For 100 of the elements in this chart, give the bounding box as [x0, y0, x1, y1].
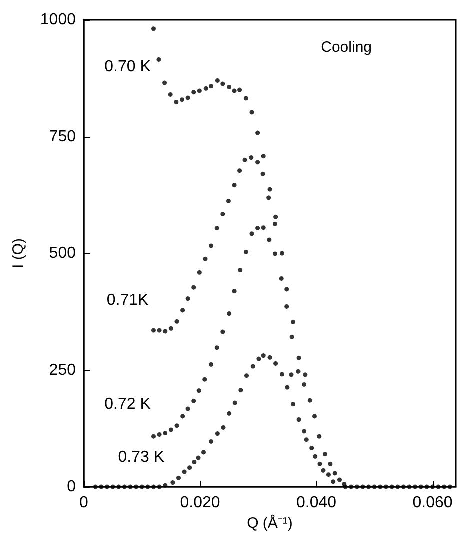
- annotation: Cooling: [321, 39, 372, 56]
- point: [196, 388, 202, 394]
- point: [232, 289, 237, 294]
- point: [242, 158, 248, 162]
- series-label: 0.73 K: [118, 449, 165, 466]
- point: [238, 168, 242, 174]
- series-label: 0.71K: [106, 292, 149, 310]
- point: [272, 252, 278, 256]
- y-tick-label: 0: [67, 478, 76, 496]
- x-axis-title: Q (Å⁻¹): [247, 514, 293, 532]
- point: [274, 214, 278, 220]
- x-tick-label: 0.020: [180, 494, 220, 512]
- point: [256, 160, 260, 165]
- point: [197, 270, 202, 275]
- series-label: 0.70 K: [104, 58, 152, 76]
- point: [296, 356, 302, 360]
- point: [332, 471, 338, 476]
- y-axis-title: I (Q): [10, 238, 27, 268]
- point: [250, 110, 254, 115]
- point: [272, 222, 278, 226]
- x-tick-label: 0.060: [412, 494, 453, 512]
- point: [152, 434, 156, 439]
- point: [209, 84, 214, 89]
- point: [312, 414, 318, 419]
- point: [266, 196, 272, 200]
- point: [232, 183, 237, 188]
- x-tick-label: 0.040: [296, 494, 337, 512]
- point: [174, 100, 179, 104]
- point: [157, 328, 162, 333]
- point: [232, 88, 237, 94]
- point: [180, 98, 184, 102]
- point: [328, 462, 333, 466]
- point: [256, 226, 260, 231]
- point: [317, 434, 322, 439]
- point: [220, 330, 226, 334]
- point: [303, 372, 308, 378]
- point: [168, 428, 174, 432]
- y-tick-label: 750: [49, 128, 76, 146]
- point: [163, 431, 168, 436]
- point: [280, 251, 284, 256]
- point: [202, 377, 208, 382]
- point: [250, 232, 254, 236]
- point: [279, 276, 284, 281]
- point: [227, 311, 232, 316]
- point: [174, 424, 180, 428]
- point: [152, 26, 156, 32]
- point: [244, 250, 248, 254]
- point: [284, 287, 290, 292]
- point: [238, 88, 242, 92]
- point: [214, 226, 220, 231]
- point: [220, 82, 226, 86]
- point: [322, 452, 328, 457]
- point: [227, 85, 232, 90]
- series-label: 0.72 K: [104, 396, 152, 414]
- point: [162, 80, 168, 86]
- point: [289, 372, 294, 378]
- point: [256, 130, 260, 136]
- point: [203, 256, 208, 262]
- point: [214, 346, 220, 350]
- point: [168, 326, 174, 331]
- point: [186, 406, 190, 412]
- point: [308, 398, 312, 403]
- point: [338, 478, 342, 482]
- point: [215, 78, 220, 83]
- point: [174, 319, 180, 324]
- point: [267, 238, 272, 242]
- point: [268, 187, 272, 192]
- point: [197, 88, 202, 94]
- point: [284, 304, 290, 309]
- point: [226, 198, 231, 204]
- point: [186, 296, 190, 302]
- point: [186, 96, 190, 100]
- point: [157, 432, 162, 437]
- point: [192, 285, 196, 290]
- point: [192, 90, 196, 95]
- point: [302, 382, 307, 387]
- point: [261, 226, 266, 230]
- point: [192, 398, 196, 404]
- y-tick-label: 1000: [40, 12, 76, 28]
- point: [244, 96, 248, 101]
- point: [238, 268, 243, 273]
- point: [249, 156, 254, 160]
- point: [261, 154, 266, 159]
- point: [260, 172, 266, 176]
- x-tick-label: 0: [80, 494, 89, 512]
- point: [152, 328, 156, 333]
- point: [220, 212, 226, 217]
- y-tick-label: 250: [49, 362, 76, 379]
- point: [209, 244, 214, 248]
- point: [204, 86, 208, 91]
- point: [296, 369, 301, 374]
- point: [168, 92, 173, 97]
- point: [163, 329, 168, 334]
- point: [180, 414, 186, 419]
- point: [290, 334, 294, 340]
- point: [291, 320, 296, 324]
- y-tick-label: 500: [49, 245, 76, 262]
- point: [180, 308, 186, 313]
- point: [209, 362, 214, 367]
- point: [156, 57, 162, 62]
